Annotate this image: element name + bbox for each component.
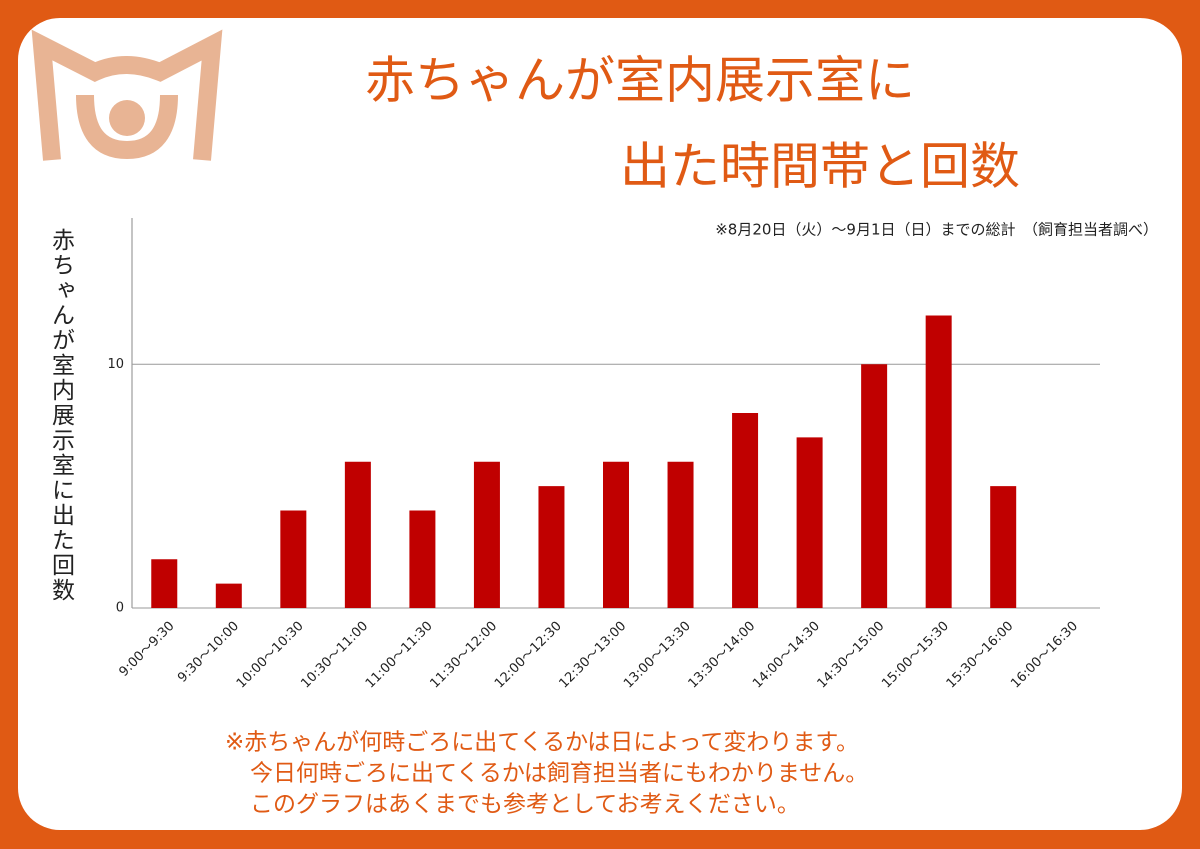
panda-icon <box>31 29 223 161</box>
note: 今日何時ごろに出てくるかは飼育担当者にもわかりません。 <box>250 761 868 787</box>
title-line: 出た時間帯と回数 <box>620 138 1020 196</box>
title-line: 赤ちゃんが室内展示室に <box>365 52 915 110</box>
y-tick-label: 0 <box>116 601 124 616</box>
bar <box>732 413 759 608</box>
bar <box>215 583 242 608</box>
bar <box>990 486 1017 608</box>
panel <box>18 18 1182 830</box>
bar <box>603 461 629 608</box>
y-tick-label: 10 <box>107 357 124 372</box>
bar <box>344 461 371 608</box>
bar <box>796 437 823 608</box>
bar <box>925 315 952 608</box>
bar <box>409 510 436 608</box>
note: このグラフはあくまでも参考としてお考えください。 <box>250 792 800 818</box>
bar <box>280 510 307 608</box>
bar <box>151 559 178 608</box>
subtitle: ※8月20日（火）～9月1日（日）までの総計 （飼育担当者調べ） <box>715 221 1158 239</box>
bar <box>538 486 565 608</box>
bar <box>667 461 694 608</box>
note: ※赤ちゃんが何時ごろに出てくるかは日によって変わります。 <box>225 730 859 756</box>
y-axis-label: 赤ちゃんが室内展示室に出た回数 <box>48 228 76 603</box>
bar <box>861 364 888 608</box>
bar <box>473 461 500 608</box>
